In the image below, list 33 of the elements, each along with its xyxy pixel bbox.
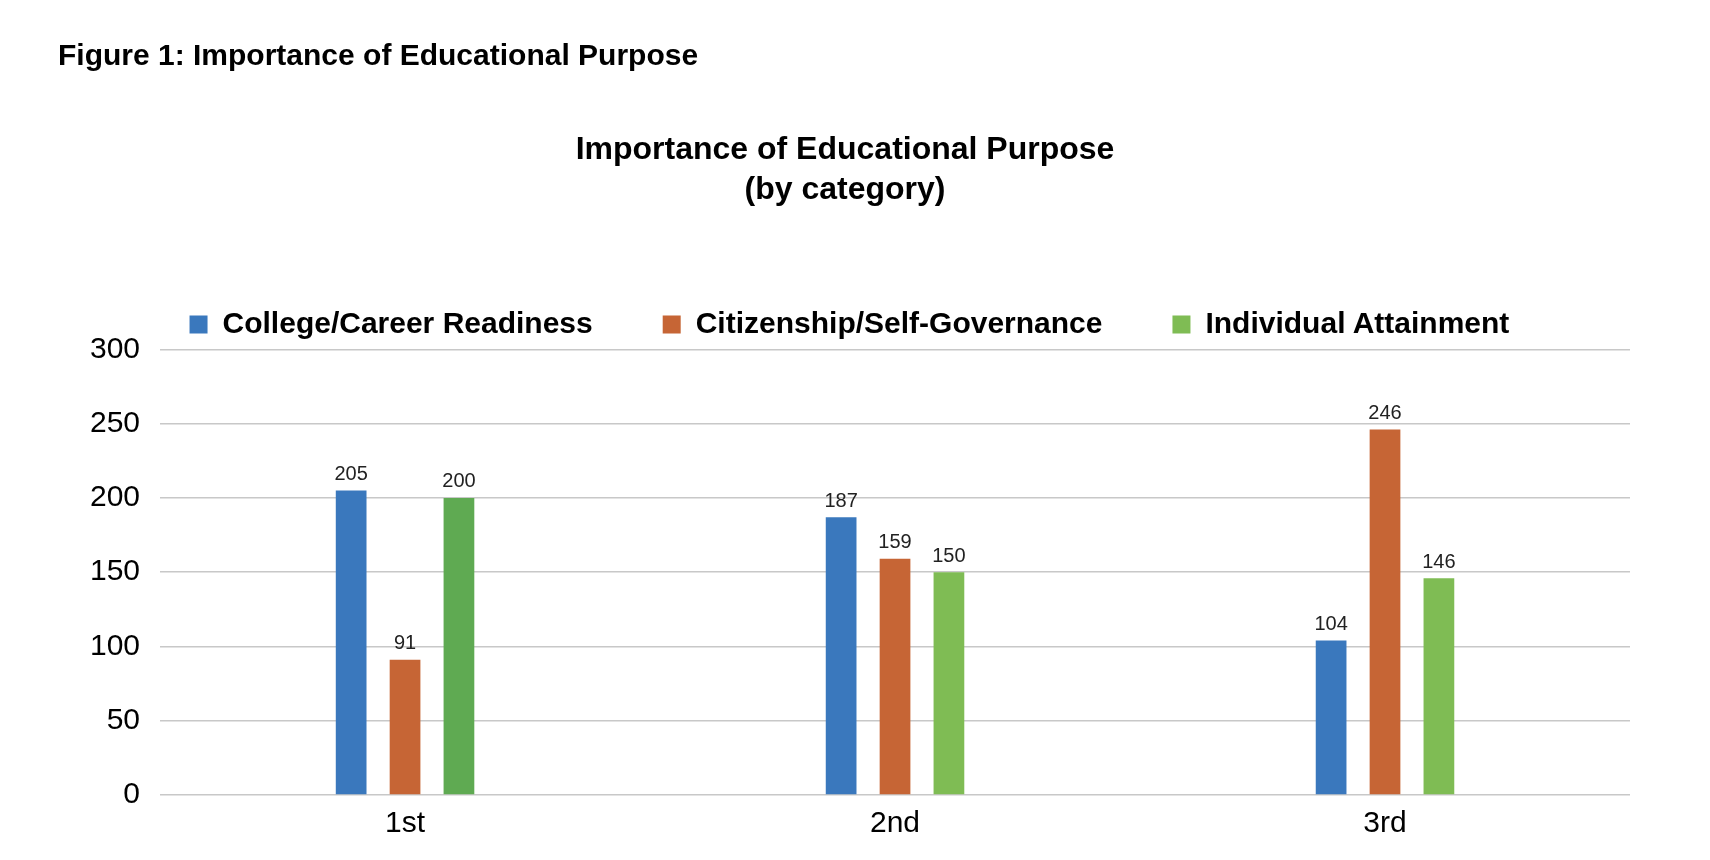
legend-label: Individual Attainment (1205, 305, 1510, 339)
y-tick-label: 0 (123, 776, 141, 810)
x-tick-label: 2nd (870, 805, 921, 839)
data-label: 159 (878, 530, 912, 553)
x-tick-label: 3rd (1363, 805, 1407, 839)
bar (1423, 578, 1455, 795)
chart-subtitle: Importance of Educational Purpose (by category) (574, 129, 1116, 208)
chart-title: Figure 1: Importance of Educational Purpose (58, 38, 699, 72)
x-tick-label: 1st (385, 805, 426, 839)
bar (443, 497, 475, 795)
bar (389, 659, 421, 795)
legend-label: College/Career Readiness (222, 305, 593, 339)
data-label: 150 (932, 543, 966, 566)
data-label: 246 (1368, 401, 1402, 424)
bar (1315, 640, 1347, 795)
bar (335, 490, 367, 795)
data-label: 104 (1314, 612, 1348, 635)
bar (1369, 429, 1401, 795)
y-tick-label: 250 (89, 404, 141, 438)
y-tick-label: 100 (89, 627, 141, 661)
y-tick-label: 200 (89, 479, 141, 513)
y-tick-label: 150 (89, 553, 141, 587)
y-tick-label: 300 (89, 330, 141, 364)
y-tick-label: 50 (106, 702, 141, 735)
bar (825, 517, 857, 795)
bar (879, 558, 911, 795)
data-label: 91 (393, 631, 417, 654)
data-label: 187 (824, 488, 858, 511)
data-label: 146 (1422, 549, 1456, 572)
data-label: 200 (442, 469, 476, 492)
data-label: 205 (334, 462, 368, 485)
legend-label: Citizenship/Self-Governance (695, 305, 1103, 339)
bar (933, 572, 965, 795)
